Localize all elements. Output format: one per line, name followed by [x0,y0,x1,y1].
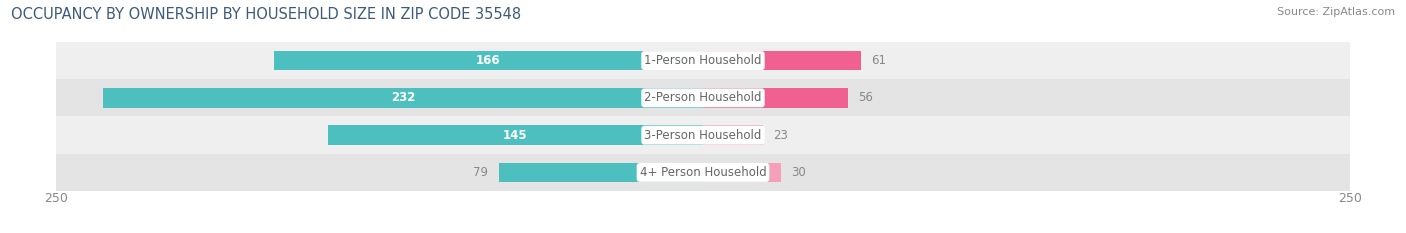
Text: 166: 166 [477,54,501,67]
Text: 1-Person Household: 1-Person Household [644,54,762,67]
Text: 30: 30 [792,166,806,179]
Bar [274,51,703,70]
Bar [703,51,860,70]
Text: Source: ZipAtlas.com: Source: ZipAtlas.com [1277,7,1395,17]
Text: 56: 56 [858,91,873,104]
Bar [56,79,1350,116]
Bar [703,125,762,145]
Bar [56,42,1350,79]
Text: 145: 145 [503,129,527,142]
Text: 2-Person Household: 2-Person Household [644,91,762,104]
Bar [499,163,703,182]
Bar [703,88,848,108]
Bar [103,88,703,108]
Bar [328,125,703,145]
Text: 61: 61 [872,54,886,67]
Bar [56,116,1350,154]
Text: 232: 232 [391,91,415,104]
Text: OCCUPANCY BY OWNERSHIP BY HOUSEHOLD SIZE IN ZIP CODE 35548: OCCUPANCY BY OWNERSHIP BY HOUSEHOLD SIZE… [11,7,522,22]
Text: 3-Person Household: 3-Person Household [644,129,762,142]
Bar [56,154,1350,191]
Text: 4+ Person Household: 4+ Person Household [640,166,766,179]
Text: 79: 79 [474,166,488,179]
Bar [703,163,780,182]
Text: 23: 23 [773,129,787,142]
